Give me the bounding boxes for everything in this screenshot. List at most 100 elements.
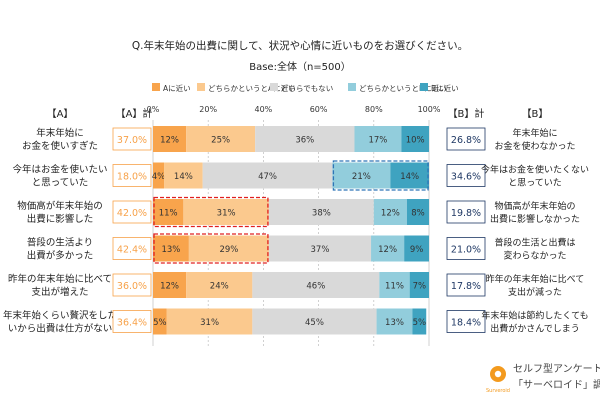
bar-value-label: 12% [381,209,400,219]
legend-label-somewhat_a: どちらかというとAに近い [208,83,296,93]
b-total-box [446,310,486,333]
bar-segment-a_near [153,199,184,225]
a-label-line: 普段の生活より [27,237,93,249]
bar-value-label: 12% [160,136,179,146]
a-label-line: お金を使いすぎた [22,140,98,152]
x-tick-label: 0% [147,105,160,114]
bar-segment-neither [252,308,377,335]
a-label-line: 年末年始に [36,127,84,139]
a-total-box [112,273,152,297]
bar-segment-a_near [153,308,167,335]
legend-label-somewhat_b: どちらかというとBに近い [359,83,447,93]
bar-segment-b_near [401,126,429,152]
x-tick-label: 80% [365,105,383,114]
bar-value-label: 45% [305,318,324,328]
a-label-line: 昨年の年末年始に比べて [8,273,112,285]
bar-segment-somewhat_a [188,235,269,262]
b-label-line: 今年はお金を使いたくない [481,164,589,176]
b-label-line: 支出が減った [508,286,562,298]
chart-title: Q.年末年始の出費に関して、状況や心情に近いものをお選びください。 [132,39,468,52]
b-total-value: 21.0% [451,245,481,256]
b-label-line: お金を使わなかった [494,140,575,152]
bar-value-label: 37% [311,245,330,255]
bar-value-label: 12% [378,245,397,255]
bar-segment-b_near [404,235,429,262]
b-total-value: 26.8% [451,135,481,146]
b-label-line: 昨年の年末年始に比べて [486,273,585,285]
a-label-line: 今年はお金を使いたい [12,164,107,176]
bar-segment-somewhat_b [376,308,413,335]
a-label-line: 支出が増えた [31,286,88,298]
bar-value-label: 11% [385,282,404,292]
a-total-value: 18.0% [117,172,147,183]
bar-value-label: 47% [258,172,277,182]
x-axis-ticks: 0% 20% 40% 60% 80% 100% [147,105,441,114]
bar-segment-a_near [153,126,187,152]
legend-swatch-somewhat_a [197,83,205,91]
x-tick-label: 60% [310,105,328,114]
bar-value-label: 31% [200,318,219,328]
b-label-line: 変わらなかった [503,250,566,262]
header-a: 【A】 [47,108,74,120]
bar-segment-b_near [412,308,427,335]
a-total-value: 42.4% [117,245,147,256]
legend-swatch-somewhat_b [348,83,356,91]
bar-value-label: 31% [217,209,236,219]
a-label-line: 物価高が年末年始の [17,200,103,212]
b-total-box [446,273,486,297]
bar-segment-b_near [406,199,429,225]
b-total-value: 18.4% [451,318,481,329]
bar-value-label: 13% [385,318,404,328]
highlight-box-a [153,233,269,264]
bar-value-label: 12% [160,282,179,292]
bar-value-label: 38% [312,209,331,219]
bar-segment-somewhat_b [371,235,405,262]
bar-value-label: 25% [211,136,230,146]
legend-label-neither: どちらでもない [281,84,333,93]
bar-value-label: 8% [411,209,425,219]
legend-swatch-b_near [420,83,428,91]
b-label-line: 出費がかさんでしまう [490,323,580,335]
chart-subtitle: Base:全体（n=500） [249,60,351,73]
a-total-value: 36.0% [117,281,147,292]
bar-segment-a_near [153,272,187,298]
bar-segment-b_near [390,162,429,189]
bar-value-label: 14% [174,172,193,182]
bar-segment-neither [268,199,374,225]
bar-segment-neither [255,126,355,152]
legend-label-b_near: Bに近い [431,83,459,93]
legend-swatch-neither [270,83,278,91]
b-total-box [446,164,486,187]
bar-segment-somewhat_b [379,272,410,298]
bar-segment-b_near [409,272,429,298]
legend-swatch-a_near [152,83,160,91]
x-tick-label: 40% [255,105,273,114]
a-total-value: 37.0% [117,135,147,146]
a-total-box [112,164,152,187]
b-label-line: 年末年始は節約したくても [481,310,588,322]
b-label-line: と思っていた [508,178,562,189]
bar-value-label: 46% [306,282,325,292]
bar-segment-neither [268,235,372,262]
b-total-box [446,200,486,224]
bar-segment-somewhat_a [183,199,269,225]
bar-segment-somewhat_a [186,272,253,298]
bar-value-label: 17% [368,136,387,146]
bar-segment-somewhat_b [354,126,402,152]
x-tick-label: 100% [418,105,441,114]
bar-value-label: 5% [153,318,167,328]
bar-value-label: 36% [295,136,314,146]
highlight-box-b [332,160,429,191]
bar-value-label: 10% [406,136,425,146]
surveroid-logo-text: Surveroid [486,388,510,394]
a-label-line: と思っていた [32,178,89,189]
b-label-line: 出費に影響しなかった [490,213,580,225]
a-total-box [112,237,152,260]
